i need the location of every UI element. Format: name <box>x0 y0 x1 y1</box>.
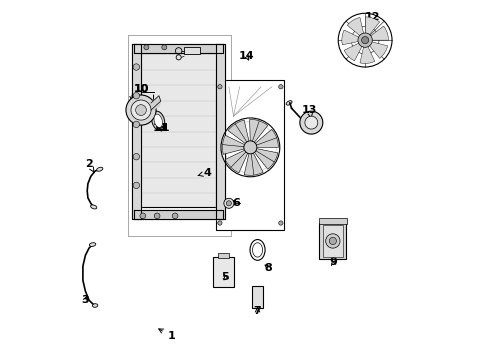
Circle shape <box>126 95 156 125</box>
Bar <box>218 253 229 258</box>
Text: 6: 6 <box>232 198 240 208</box>
Text: 11: 11 <box>155 123 170 133</box>
Circle shape <box>133 182 140 189</box>
Ellipse shape <box>93 304 98 307</box>
Circle shape <box>326 234 340 248</box>
Polygon shape <box>249 120 268 142</box>
Polygon shape <box>151 96 161 110</box>
Text: 7: 7 <box>254 306 262 316</box>
Circle shape <box>154 213 160 219</box>
Circle shape <box>144 45 149 50</box>
Circle shape <box>131 100 151 120</box>
Text: 14: 14 <box>239 51 255 61</box>
Text: 4: 4 <box>198 168 211 178</box>
Polygon shape <box>216 44 225 220</box>
Circle shape <box>218 221 222 225</box>
Polygon shape <box>254 149 278 169</box>
Polygon shape <box>134 211 223 220</box>
Ellipse shape <box>97 167 103 171</box>
Text: 5: 5 <box>221 272 229 282</box>
Circle shape <box>329 237 337 244</box>
Bar <box>252 286 263 308</box>
Circle shape <box>162 45 167 50</box>
Circle shape <box>362 37 368 44</box>
Bar <box>216 80 285 230</box>
Bar <box>318 218 347 224</box>
Circle shape <box>133 153 140 160</box>
Circle shape <box>218 85 222 89</box>
Polygon shape <box>368 41 388 58</box>
Circle shape <box>133 121 140 128</box>
Bar <box>184 46 200 54</box>
Text: 1: 1 <box>159 329 175 341</box>
Polygon shape <box>347 17 364 36</box>
Circle shape <box>133 64 140 70</box>
Circle shape <box>300 111 323 134</box>
Text: 13: 13 <box>302 105 317 118</box>
Ellipse shape <box>154 114 162 127</box>
Circle shape <box>221 118 280 177</box>
Circle shape <box>305 116 318 129</box>
Polygon shape <box>360 45 375 63</box>
Bar <box>214 257 234 287</box>
Polygon shape <box>369 26 389 40</box>
Circle shape <box>279 221 283 225</box>
Text: 10: 10 <box>133 84 148 94</box>
Text: 12: 12 <box>365 12 380 22</box>
Text: 2: 2 <box>85 159 94 172</box>
Circle shape <box>133 93 140 99</box>
Circle shape <box>244 141 257 154</box>
Ellipse shape <box>286 101 292 105</box>
Polygon shape <box>342 30 360 45</box>
Polygon shape <box>136 53 221 207</box>
Polygon shape <box>222 135 245 154</box>
Bar <box>128 35 231 235</box>
Bar <box>323 225 343 257</box>
Ellipse shape <box>89 243 96 246</box>
Polygon shape <box>134 44 223 53</box>
Polygon shape <box>344 42 363 61</box>
Polygon shape <box>225 150 248 173</box>
Polygon shape <box>228 120 249 144</box>
Bar <box>319 223 346 259</box>
Polygon shape <box>365 17 380 36</box>
Ellipse shape <box>91 205 97 209</box>
Circle shape <box>358 33 372 47</box>
Circle shape <box>224 198 234 208</box>
Circle shape <box>136 105 147 116</box>
Polygon shape <box>132 44 141 220</box>
Circle shape <box>226 201 231 206</box>
Circle shape <box>279 85 283 89</box>
Circle shape <box>140 213 146 219</box>
Polygon shape <box>255 129 278 147</box>
Text: 3: 3 <box>82 295 89 305</box>
Text: 11: 11 <box>153 123 169 133</box>
Circle shape <box>172 213 178 219</box>
Polygon shape <box>244 153 263 175</box>
Ellipse shape <box>151 111 165 130</box>
Text: 10: 10 <box>133 84 148 94</box>
Text: 9: 9 <box>329 257 337 267</box>
Text: 8: 8 <box>265 263 272 273</box>
